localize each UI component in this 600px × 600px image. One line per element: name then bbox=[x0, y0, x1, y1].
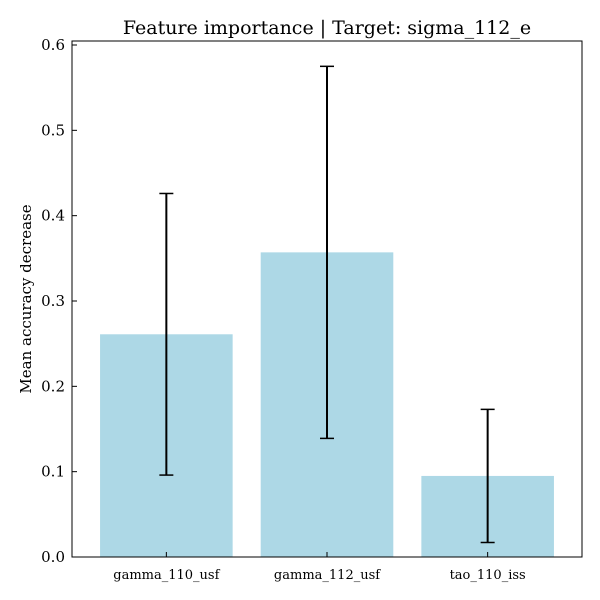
y-tick-label: 0.6 bbox=[41, 36, 65, 54]
error-bar-tao_110_iss bbox=[480, 408, 495, 544]
error-bar-gamma_112_usf bbox=[320, 65, 334, 440]
x-tick-label: tao_110_iss bbox=[450, 568, 526, 583]
error-bars-layer bbox=[159, 65, 495, 544]
chart-title: Feature importance | Target: sigma_112_e bbox=[123, 17, 531, 39]
y-tick-label: 0.3 bbox=[41, 292, 65, 310]
y-tick-label: 0.1 bbox=[41, 463, 65, 481]
y-axis: 0.0 0.1 0.2 0.3 0.4 0.5 0.6 bbox=[41, 36, 77, 566]
y-tick-label: 0.2 bbox=[41, 377, 65, 395]
x-axis: gamma_110_usf gamma_112_usf tao_110_iss bbox=[113, 552, 526, 583]
y-tick-label: 0.5 bbox=[41, 121, 65, 139]
error-bar-gamma_110_usf bbox=[159, 192, 174, 476]
y-tick-label: 0.0 bbox=[41, 548, 65, 566]
x-tick-label: gamma_110_usf bbox=[113, 568, 220, 583]
y-axis-label: Mean accuracy decrease bbox=[17, 204, 35, 393]
y-tick-label: 0.4 bbox=[41, 207, 65, 225]
plot-frame bbox=[71, 40, 583, 558]
x-tick-label: gamma_112_usf bbox=[274, 568, 381, 583]
